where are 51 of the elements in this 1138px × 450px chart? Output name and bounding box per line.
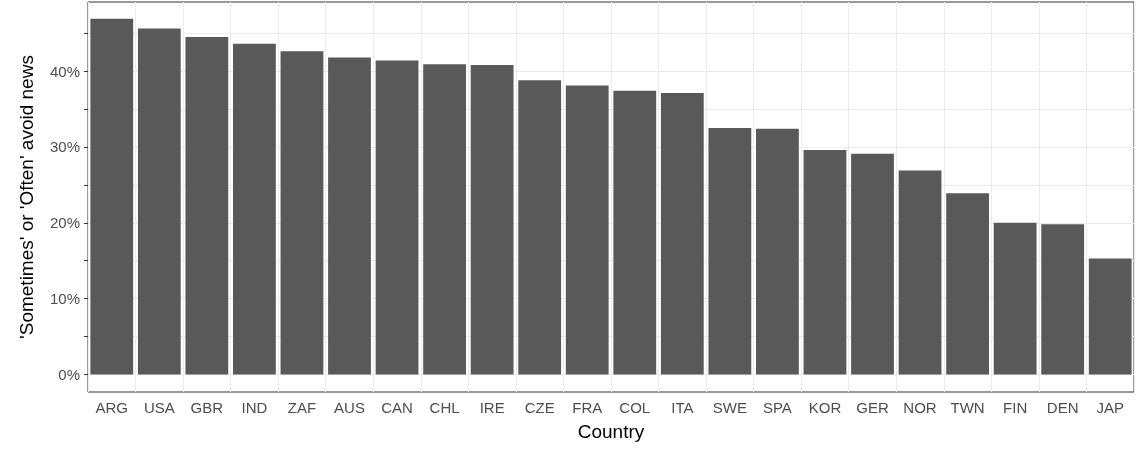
x-tick-label: TWN (950, 399, 985, 416)
x-tick-label: JAP (1096, 399, 1124, 416)
bar (1088, 258, 1132, 375)
x-tick-label: ARG (95, 399, 129, 416)
bar (660, 93, 704, 375)
y-axis-title: 'Sometimes' or 'Often' avoid news (16, 55, 37, 339)
bar (185, 36, 229, 375)
y-tick-label: 0% (58, 366, 80, 384)
bar (423, 64, 466, 375)
x-tick-label: ZAF (287, 399, 317, 416)
x-tick-label: ITA (671, 399, 694, 416)
bar (898, 170, 942, 375)
bar (280, 51, 324, 375)
bar (708, 127, 752, 375)
bar (518, 80, 562, 375)
x-tick-label: GBR (190, 399, 224, 416)
bar (375, 60, 419, 375)
x-tick-label: CAN (381, 399, 413, 416)
x-tick-label: USA (143, 399, 175, 416)
x-tick-label: IRE (479, 399, 505, 416)
x-tick-label: FRA (572, 399, 603, 416)
x-axis-title: Country (577, 421, 645, 442)
bar (90, 18, 134, 375)
x-tick-label: IND (241, 399, 268, 416)
x-tick-label: SWE (712, 399, 747, 416)
y-tick-label: 20% (49, 214, 80, 232)
bar (137, 28, 181, 375)
bar (565, 85, 609, 375)
x-tick-label: GER (856, 399, 889, 416)
bar (470, 64, 514, 375)
x-tick-label: CHL (429, 399, 460, 416)
bar (803, 149, 847, 375)
x-tick-label: CZE (524, 399, 555, 416)
y-tick-label: 10% (49, 290, 80, 308)
bar (756, 128, 799, 375)
bar (851, 153, 894, 375)
x-tick-label: FIN (1003, 399, 1028, 416)
x-tick-label: SPA (762, 399, 792, 416)
y-tick-label: 30% (49, 138, 80, 156)
x-tick-label: NOR (903, 399, 937, 416)
x-tick-label: COL (619, 399, 651, 416)
bar (1041, 224, 1085, 375)
x-tick-label: AUS (334, 399, 365, 416)
bar (328, 57, 371, 375)
y-tick-label: 40% (49, 62, 80, 80)
bar (233, 43, 276, 375)
bar (993, 222, 1037, 375)
x-tick-label: KOR (808, 399, 842, 416)
bar (946, 193, 989, 375)
bar (613, 90, 657, 375)
x-tick-label: DEN (1046, 399, 1079, 416)
